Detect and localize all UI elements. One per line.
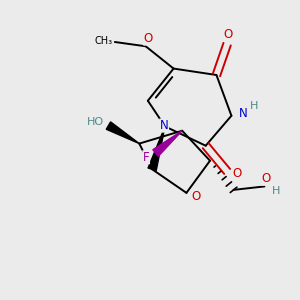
Polygon shape [153,131,182,156]
Text: F: F [143,151,149,164]
Text: CH₃: CH₃ [95,36,113,46]
Text: O: O [144,32,153,45]
Text: O: O [262,172,271,185]
Text: O: O [224,28,232,41]
Text: HO: HO [87,117,104,127]
Polygon shape [106,122,139,144]
Text: N: N [239,107,248,120]
Text: H: H [250,101,258,111]
Text: O: O [232,167,241,180]
Text: N: N [160,119,169,132]
Text: O: O [191,190,200,203]
Polygon shape [148,126,165,170]
Text: H: H [272,186,281,196]
